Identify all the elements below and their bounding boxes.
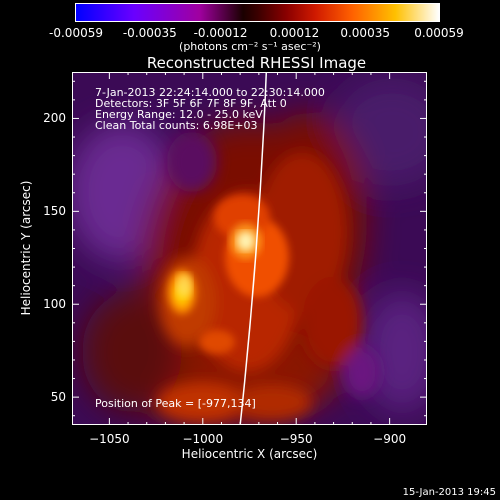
colorbar-tick-label: 0.00012	[269, 26, 320, 40]
chart-title: Reconstructed RHESSI Image	[146, 54, 367, 72]
info-energy-range: Energy Range: 12.0 - 25.0 keV	[95, 108, 263, 121]
colorbar-units: (photons cm⁻² s⁻¹ asec⁻²)	[179, 40, 321, 53]
plot-area	[72, 72, 427, 425]
y-axis-label: Heliocentric Y (arcsec)	[19, 180, 33, 316]
x-tick-label: −950	[279, 432, 313, 446]
peak-position-label: Position of Peak = [-977,134]	[95, 397, 256, 410]
colorbar-tick-label: 0.00059	[414, 26, 464, 40]
y-tick-label: 150	[43, 204, 66, 219]
observation-info: 7-Jan-2013 22:24:14.000 to 22:30:14.000 …	[95, 87, 325, 131]
colorbar-tick-label: 0.00035	[340, 26, 390, 40]
x-tick-label: −900	[373, 432, 407, 446]
peak-source-core	[236, 231, 255, 252]
colorbar-tick-labels: -0.00059 -0.00035 -0.00012 0.00012 0.00035 0.…	[0, 26, 500, 40]
footer-timestamp: 15-Jan-2013 19:45	[402, 487, 496, 498]
x-axis-label: Heliocentric X (arcsec)	[181, 447, 318, 461]
info-clean-counts: Clean Total counts: 6.98E+03	[95, 119, 258, 132]
x-tick-label: −1050	[89, 432, 130, 446]
x-tick-label: −1000	[182, 432, 224, 446]
colorbar-tick-label: -0.00035	[122, 26, 177, 40]
solar-limb-line	[239, 72, 268, 425]
x-tick-labels: −1050 −1000 −950 −900	[0, 432, 500, 448]
colorbar	[75, 3, 440, 22]
marker-layer	[72, 72, 427, 425]
secondary-source-core	[176, 273, 193, 298]
info-time-range: 7-Jan-2013 22:24:14.000 to 22:30:14.000	[95, 86, 325, 99]
y-tick-label: 50	[50, 390, 66, 405]
info-detectors: Detectors: 3F 5F 6F 7F 8F 9F, Att 0	[95, 97, 287, 110]
colorbar-tick-label: -0.00059	[49, 26, 103, 40]
y-tick-label: 200	[43, 111, 66, 126]
colorbar-tick-label: -0.00012	[193, 26, 248, 40]
y-tick-labels: 50 100 150 200	[0, 0, 68, 500]
y-tick-label: 100	[43, 297, 66, 312]
